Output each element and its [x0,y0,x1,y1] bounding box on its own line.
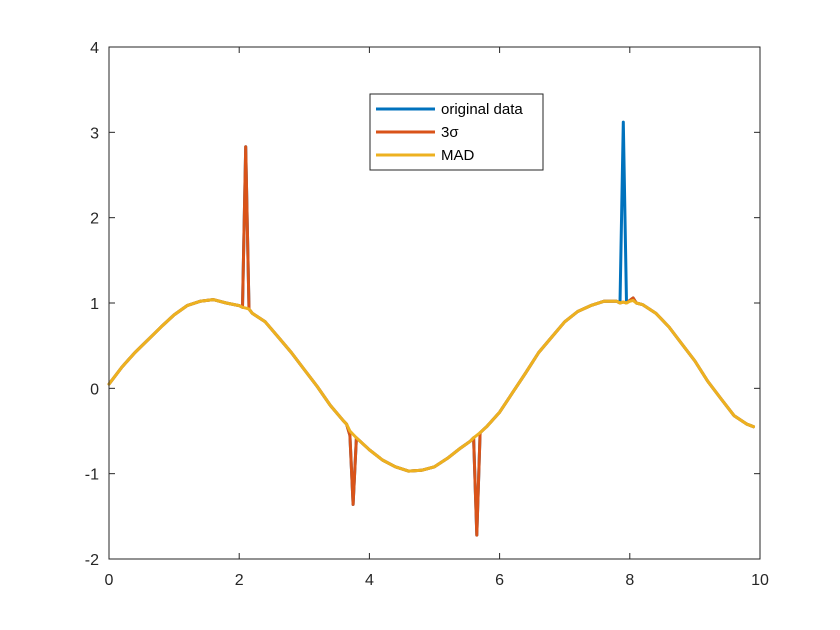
x-tick-label: 10 [751,572,769,589]
y-tick-label: 0 [90,381,99,398]
legend-label-2: 3σ [441,124,459,141]
series-layer [107,120,755,537]
x-tick-label: 8 [625,572,634,589]
legend: original data 3σ MAD [369,93,544,171]
x-tick-label: 4 [365,572,374,589]
x-tick-label: 2 [235,572,244,589]
y-tick-label: -2 [85,552,99,569]
x-tick-label: 6 [495,572,504,589]
legend-label-1: original data [441,101,523,118]
y-tick-label: 3 [90,125,99,142]
y-tick-label: -1 [85,467,99,484]
y-tick-label: 1 [90,296,99,313]
series-line-3 [107,298,755,473]
tick-layer: 0 2 4 6 8 10 -2 -1 0 1 2 3 4 [85,40,769,589]
y-tick-label: 2 [90,211,99,228]
y-tick-label: 4 [90,40,99,57]
x-tick-label: 0 [105,572,114,589]
legend-label-3: MAD [441,147,475,164]
